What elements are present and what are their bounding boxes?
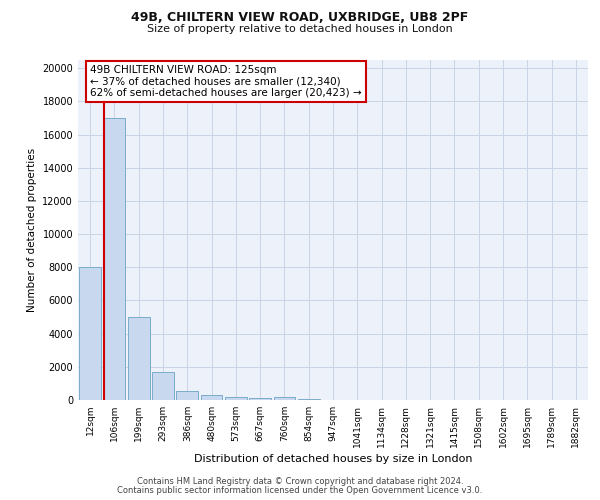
Bar — [225, 396, 247, 400]
Text: 49B CHILTERN VIEW ROAD: 125sqm
← 37% of detached houses are smaller (12,340)
62%: 49B CHILTERN VIEW ROAD: 125sqm ← 37% of … — [90, 65, 362, 98]
Bar — [249, 398, 271, 400]
Bar — [200, 394, 223, 400]
X-axis label: Distribution of detached houses by size in London: Distribution of detached houses by size … — [194, 454, 472, 464]
Bar — [152, 372, 174, 400]
Text: Contains HM Land Registry data © Crown copyright and database right 2024.: Contains HM Land Registry data © Crown c… — [137, 477, 463, 486]
Y-axis label: Number of detached properties: Number of detached properties — [27, 148, 37, 312]
Bar — [128, 317, 149, 400]
Bar — [104, 118, 125, 400]
Text: 49B, CHILTERN VIEW ROAD, UXBRIDGE, UB8 2PF: 49B, CHILTERN VIEW ROAD, UXBRIDGE, UB8 2… — [131, 11, 469, 24]
Bar — [298, 399, 320, 400]
Bar — [176, 391, 198, 400]
Bar — [274, 397, 295, 400]
Bar — [79, 268, 101, 400]
Text: Contains public sector information licensed under the Open Government Licence v3: Contains public sector information licen… — [118, 486, 482, 495]
Text: Size of property relative to detached houses in London: Size of property relative to detached ho… — [147, 24, 453, 34]
